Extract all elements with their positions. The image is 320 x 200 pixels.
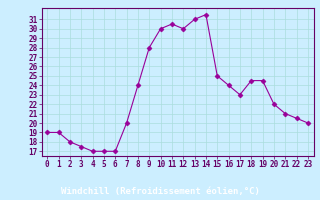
Text: Windchill (Refroidissement éolien,°C): Windchill (Refroidissement éolien,°C) <box>60 187 260 196</box>
